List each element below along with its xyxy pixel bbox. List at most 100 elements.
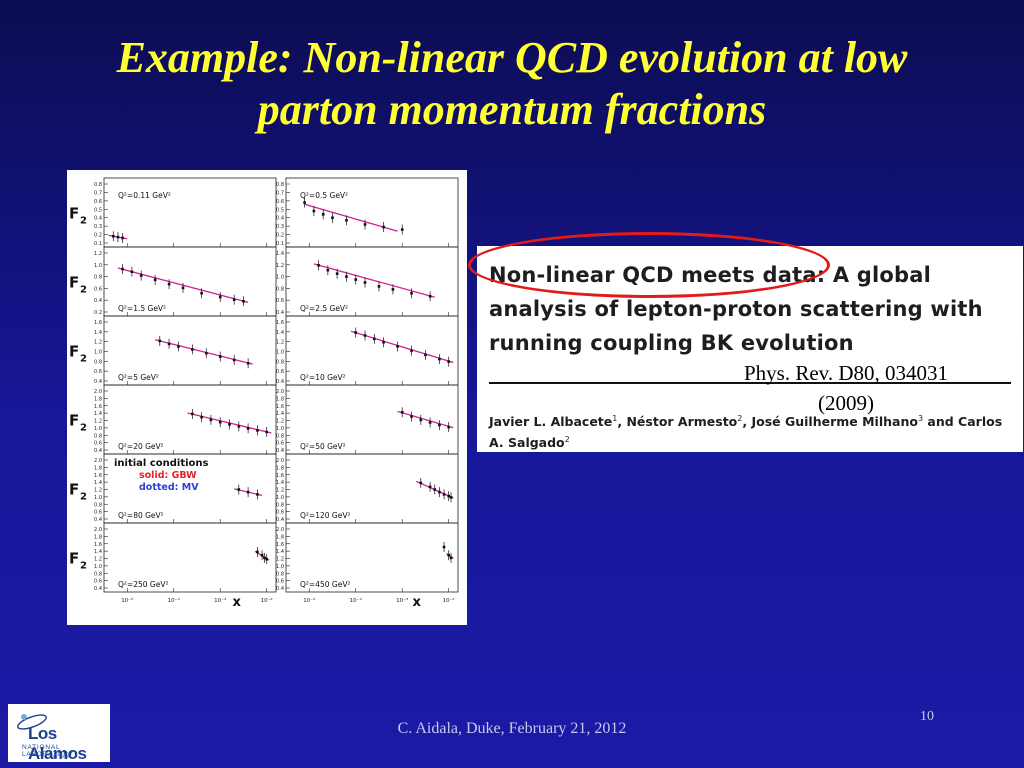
- data-point: [442, 545, 446, 549]
- data-point: [400, 228, 404, 231]
- legend-entry: dotted: MV: [139, 482, 199, 493]
- data-point: [449, 496, 453, 499]
- data-point: [391, 288, 395, 291]
- q2-label: Q²=1.5 GeV²: [118, 304, 166, 313]
- y-axis-label-subscript: 2: [80, 423, 87, 434]
- paper-title-line-2: analysis of lepton-proton scattering wit…: [489, 297, 983, 321]
- data-point: [237, 488, 241, 491]
- y-tick-label: 0.4: [276, 379, 284, 385]
- y-tick-label: 1.0: [276, 275, 284, 281]
- y-tick-label: 0.8: [276, 182, 284, 188]
- y-tick-label: 0.8: [94, 433, 102, 439]
- logo-name: Los Alamos: [28, 724, 87, 763]
- data-point: [382, 340, 385, 344]
- y-tick-label: 1.6: [276, 404, 284, 410]
- y-tick-label: 0.4: [276, 586, 284, 592]
- los-alamos-logo: Los Alamos NATIONAL LABORATORY EST. 1943: [8, 704, 110, 763]
- f2-plot-figure: 0.1 0.2 0.3 0.4 0.5 0.6 0.7 0.8 Q²=0.11 GeV² F 2 0.…: [67, 170, 467, 625]
- data-point: [218, 420, 222, 424]
- data-point: [447, 553, 451, 557]
- data-point: [419, 481, 423, 485]
- data-point: [410, 349, 413, 352]
- author-1: Javier L. Albacete1: [489, 414, 617, 429]
- y-tick-label: 2.0: [276, 389, 284, 395]
- data-point: [363, 334, 367, 337]
- q2-label: Q²=250 GeV²: [118, 580, 168, 589]
- author-4-name: Carlos A. Salgado: [489, 414, 1003, 451]
- data-point: [428, 485, 432, 489]
- data-point: [153, 278, 157, 282]
- data-point: [317, 263, 320, 267]
- q2-label: Q²=50 GeV²: [300, 442, 346, 451]
- y-tick-label: 1.6: [94, 404, 102, 410]
- author-3-affiliation: 3: [917, 414, 924, 423]
- slide-title-line-1: Example: Non-linear QCD evolution at low: [116, 33, 908, 82]
- q2-label: Q²=20 GeV²: [118, 442, 164, 451]
- y-tick-label: 0.6: [276, 441, 284, 447]
- slide-title-line-2: parton momentum fractions: [257, 85, 767, 134]
- data-point: [303, 201, 306, 204]
- data-point: [177, 345, 180, 348]
- y-tick-label: 1.8: [94, 465, 102, 471]
- y-tick-label: 1.4: [276, 549, 284, 555]
- y-axis-label: F: [69, 481, 79, 499]
- data-point: [116, 235, 120, 239]
- data-point: [331, 216, 334, 220]
- y-tick-label: 0.1: [276, 241, 284, 247]
- data-point: [139, 274, 143, 277]
- q2-label: Q²=5 GeV²: [118, 373, 159, 382]
- slide-footer: C. Aidala, Duke, February 21, 2012: [397, 720, 627, 737]
- y-tick-label: 0.8: [276, 359, 284, 365]
- fit-curve: [304, 203, 398, 232]
- y-tick-label: 1.2: [94, 340, 102, 346]
- y-axis-label: F: [69, 205, 79, 223]
- data-point: [419, 418, 423, 422]
- y-tick-label: 0.5: [94, 207, 102, 213]
- data-point: [447, 425, 451, 429]
- data-point: [354, 331, 358, 334]
- data-point: [232, 358, 236, 362]
- y-tick-label: 1.6: [94, 542, 102, 548]
- y-tick-label: 0.4: [276, 216, 284, 222]
- data-point: [246, 427, 250, 430]
- data-point: [433, 488, 437, 491]
- y-tick-label: 0.2: [94, 233, 102, 239]
- y-tick-label: 0.2: [94, 310, 102, 316]
- y-tick-label: 0.6: [94, 286, 102, 292]
- data-point: [363, 281, 367, 284]
- y-tick-label: 2.0: [94, 389, 102, 395]
- data-point: [442, 493, 446, 496]
- y-tick-label: 0.4: [94, 216, 102, 222]
- y-tick-label: 0.3: [94, 224, 102, 230]
- data-point: [167, 282, 171, 286]
- data-point: [256, 550, 259, 554]
- y-tick-label: 1.0: [94, 564, 102, 570]
- y-tick-label: 1.0: [276, 495, 284, 501]
- data-point: [438, 423, 441, 427]
- y-axis-label-subscript: 2: [80, 354, 87, 365]
- panel-frame: [285, 522, 459, 593]
- data-point: [373, 337, 376, 341]
- y-tick-label: 1.8: [94, 396, 102, 402]
- author-2-affiliation: 2: [737, 414, 743, 423]
- data-point: [246, 490, 250, 494]
- data-point: [260, 553, 264, 557]
- slide-title: Example: Non-linear QCD evolution at low…: [20, 32, 1004, 136]
- y-axis-label: F: [69, 343, 79, 361]
- panel-frame: [285, 177, 459, 248]
- x-axis-label: x: [232, 595, 241, 610]
- x-tick-label: 10⁻³: [214, 597, 226, 604]
- data-point: [410, 415, 413, 418]
- data-point: [265, 557, 269, 561]
- x-tick-label: 10⁻²: [443, 597, 455, 604]
- data-point: [200, 291, 203, 295]
- y-tick-label: 1.0: [94, 263, 102, 269]
- y-tick-label: 0.7: [276, 190, 284, 196]
- y-tick-label: 0.6: [94, 369, 102, 375]
- fit-curve: [154, 339, 253, 365]
- data-point: [400, 411, 404, 414]
- author-3: José Guilherme Milhano3: [751, 414, 923, 429]
- data-point: [354, 278, 358, 281]
- logo-subtitle: NATIONAL LABORATORY: [22, 744, 74, 758]
- y-tick-label: 0.8: [94, 275, 102, 281]
